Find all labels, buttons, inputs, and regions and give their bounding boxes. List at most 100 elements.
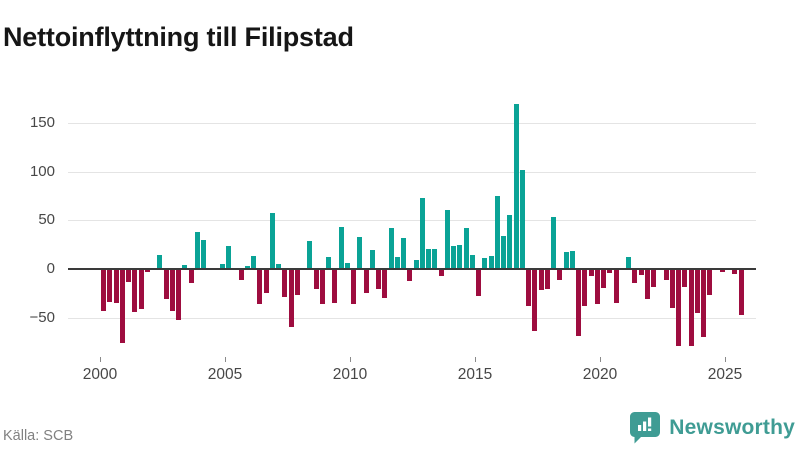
- bar-2000-q99: [719, 270, 725, 272]
- x-tick-2025: [725, 357, 726, 362]
- bar-2000-q70: [538, 270, 544, 290]
- bar-2000-q14: [188, 270, 194, 283]
- bar-2000-q58: [463, 228, 469, 269]
- bar-2000-q41: [357, 237, 363, 269]
- bar-2000-q65: [507, 215, 513, 269]
- bar-2000-q69: [532, 270, 538, 331]
- bar-2000-q37: [332, 270, 338, 303]
- bar-2000-q72: [551, 217, 556, 269]
- bar-2000-q57: [457, 245, 463, 269]
- bar-2000-q46: [388, 228, 394, 269]
- bar-2000-q31: [294, 270, 300, 295]
- x-axis-label: 2010: [332, 366, 368, 383]
- bar-2000-q81: [607, 270, 613, 273]
- bar-2000-q48: [401, 238, 406, 269]
- bar-chart-speech-bubble-icon: [630, 411, 661, 444]
- bar-2000-q62: [488, 256, 494, 269]
- bar-2000-q80: [601, 270, 606, 288]
- bar-2000-q28: [276, 264, 281, 269]
- bar-2000-q92: [676, 270, 681, 346]
- gridline-y--50: [68, 318, 756, 319]
- bar-2000-q101: [732, 270, 738, 274]
- bar-2000-q64: [501, 236, 506, 269]
- y-axis-label: 50: [38, 211, 55, 228]
- brand-name: Newsworthy: [669, 415, 795, 439]
- bar-2000-q24: [251, 256, 256, 269]
- bar-2000-q38: [338, 227, 344, 269]
- y-axis-label: 0: [46, 260, 55, 277]
- bar-2000-q88: [651, 270, 656, 287]
- x-axis-label: 2015: [457, 366, 493, 383]
- bar-2000-q55: [444, 210, 450, 269]
- bar-2000-q63: [494, 196, 500, 269]
- bar-2000-q96: [701, 270, 706, 337]
- bar-2000-q91: [669, 270, 675, 308]
- bar-2000-q35: [319, 270, 325, 304]
- bar-2000-q26: [263, 270, 269, 293]
- bar-2000-q45: [382, 270, 388, 298]
- bar-2000-q23: [244, 266, 250, 269]
- gridline-y-150: [68, 123, 756, 124]
- bar-2000-q42: [363, 270, 369, 293]
- y-axis-label: 100: [29, 163, 55, 180]
- bar-2000-q27: [269, 213, 275, 269]
- bar-2000-q79: [594, 270, 600, 304]
- bar-2000-q22: [238, 270, 244, 280]
- bar-2000-q16: [201, 240, 206, 269]
- bar-2000-q74: [563, 252, 569, 269]
- x-tick-2015: [475, 357, 476, 362]
- bar-2000-q5: [132, 270, 138, 312]
- bar-2000-q90: [663, 270, 669, 280]
- bar-2000-q66: [513, 104, 519, 269]
- bar-2000-q73: [557, 270, 563, 280]
- bar-2000-q84: [626, 257, 631, 269]
- bar-2000-q102: [738, 270, 744, 315]
- bar-2000-q95: [694, 270, 700, 313]
- bar-2000-q40: [351, 270, 356, 304]
- bar-2000-q53: [432, 249, 438, 269]
- y-axis-label: 150: [29, 114, 55, 131]
- bar-2000-q12: [176, 270, 181, 320]
- bar-2000-q43: [369, 250, 375, 269]
- bar-2000-q4: [126, 270, 131, 282]
- x-axis-zero-line: [68, 268, 756, 270]
- bar-2000-q36: [326, 257, 331, 269]
- bar-2000-q44: [376, 270, 381, 289]
- bar-2000-q94: [688, 270, 694, 346]
- bar-2000-q19: [219, 264, 225, 269]
- x-axis-label: 2000: [82, 366, 118, 383]
- bar-2000-q34: [313, 270, 319, 289]
- bar-2000-q3: [119, 270, 125, 343]
- x-tick-2010: [350, 357, 351, 362]
- bar-2000-q11: [169, 270, 175, 311]
- bar-2000-q47: [394, 257, 400, 269]
- bar-2000-q9: [157, 255, 163, 269]
- bar-2000-q67: [519, 170, 525, 269]
- bar-2000-q39: [344, 263, 350, 269]
- bar-2000-q33: [307, 241, 313, 269]
- newsworthy-logo: Newsworthy: [630, 411, 795, 444]
- bar-2000-q50: [413, 260, 419, 269]
- x-tick-2000: [100, 357, 101, 362]
- bar-2000-q86: [638, 270, 644, 275]
- x-tick-2005: [225, 357, 226, 362]
- bar-2000-q2: [113, 270, 119, 303]
- bar-2000-q29: [282, 270, 288, 297]
- bar-2000-q49: [407, 270, 413, 281]
- chart-title: Nettoinflyttning till Filipstad: [3, 22, 354, 53]
- x-axis-label: 2005: [207, 366, 243, 383]
- bar-2000-q1: [107, 270, 113, 302]
- bar-2000-q71: [544, 270, 550, 289]
- bar-2000-q85: [632, 270, 638, 283]
- x-axis-label: 2025: [707, 366, 743, 383]
- bar-2000-q6: [138, 270, 144, 309]
- bar-2000-q56: [451, 246, 456, 269]
- bar-2000-q87: [644, 270, 650, 299]
- bar-2000-q61: [482, 258, 488, 269]
- bar-2000-q97: [707, 270, 713, 295]
- bar-2000-q76: [576, 270, 581, 336]
- gridline-y-100: [68, 172, 756, 173]
- bar-2000-q68: [526, 270, 531, 306]
- bar-2000-q13: [182, 265, 188, 269]
